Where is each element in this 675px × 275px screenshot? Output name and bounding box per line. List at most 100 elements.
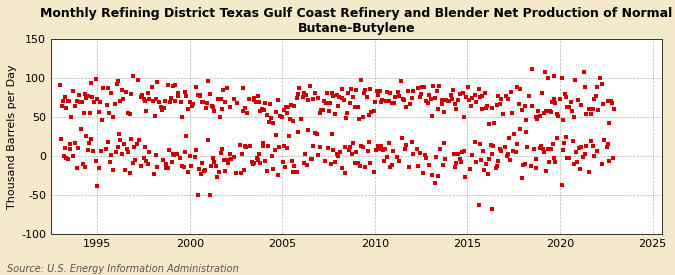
Point [566, 100, 576, 104]
Point [592, 149, 603, 153]
Point [397, 135, 408, 140]
Point [532, 117, 543, 121]
Point [250, 100, 261, 104]
Point [241, 145, 252, 150]
Point [439, 110, 450, 114]
Point [181, 94, 192, 98]
Point [70, 104, 81, 108]
Point [383, 98, 394, 103]
Point [302, 98, 313, 102]
Point [92, 184, 103, 188]
Point [152, 165, 163, 169]
Point [493, 159, 504, 163]
Point [477, 106, 487, 111]
Point [304, 84, 315, 88]
Point [95, 149, 106, 153]
Point [147, 99, 158, 104]
Point [493, 94, 504, 98]
Point [342, 111, 352, 116]
Point [146, 84, 157, 89]
Point [348, 95, 358, 100]
Point [364, 112, 375, 117]
Point [412, 164, 423, 168]
Point [424, 93, 435, 97]
Point [581, 111, 592, 116]
Point [310, 90, 321, 95]
Point [411, 147, 422, 151]
Point [486, 207, 497, 211]
Point [84, 141, 95, 146]
Point [263, 120, 274, 125]
Point [454, 157, 465, 161]
Point [437, 97, 448, 102]
Point [265, 102, 275, 107]
Point [587, 106, 598, 111]
Point [458, 90, 468, 95]
Point [151, 153, 161, 157]
Point [421, 99, 431, 103]
Point [371, 89, 382, 93]
Point [211, 163, 221, 168]
Point [65, 115, 76, 119]
Point [118, 142, 129, 146]
Point [175, 155, 186, 160]
Point [482, 104, 493, 109]
Point [443, 99, 454, 103]
Point [281, 146, 292, 150]
Point [333, 103, 344, 108]
Point [392, 155, 402, 160]
Point [559, 140, 570, 145]
Point [470, 140, 481, 145]
Point [81, 134, 92, 138]
Point [387, 163, 398, 167]
Point [200, 106, 211, 110]
Point [215, 151, 226, 155]
Point [248, 162, 259, 167]
Point [315, 111, 325, 115]
Point [112, 144, 123, 149]
Point [76, 100, 87, 104]
Point [229, 155, 240, 160]
Point [142, 162, 153, 166]
Point [340, 116, 351, 120]
Point [507, 111, 518, 115]
Point [373, 143, 383, 148]
Point [287, 159, 298, 164]
Point [209, 109, 219, 113]
Point [388, 101, 399, 105]
Point [473, 86, 484, 91]
Point [103, 86, 113, 90]
Point [103, 140, 114, 144]
Point [331, 152, 342, 156]
Point [441, 98, 452, 103]
Point [608, 106, 619, 111]
Point [358, 115, 369, 119]
Point [349, 104, 360, 109]
Point [115, 138, 126, 142]
Point [89, 100, 100, 104]
Point [126, 136, 136, 141]
Text: Source: U.S. Energy Information Administration: Source: U.S. Energy Information Administ… [7, 264, 238, 274]
Point [321, 91, 332, 95]
Point [360, 165, 371, 169]
Point [281, 110, 292, 115]
Point [231, 171, 242, 175]
Point [587, 144, 598, 148]
Point [512, 142, 522, 147]
Point [545, 110, 556, 114]
Point [549, 101, 560, 105]
Point [61, 156, 72, 160]
Point [76, 127, 86, 131]
Point [607, 101, 618, 106]
Point [427, 114, 437, 118]
Point [59, 145, 70, 150]
Point [343, 91, 354, 96]
Point [510, 149, 521, 154]
Point [260, 158, 271, 163]
Point [378, 159, 389, 163]
Point [123, 111, 134, 116]
Point [164, 99, 175, 104]
Point [540, 168, 551, 173]
Point [603, 158, 614, 163]
Point [120, 90, 131, 94]
